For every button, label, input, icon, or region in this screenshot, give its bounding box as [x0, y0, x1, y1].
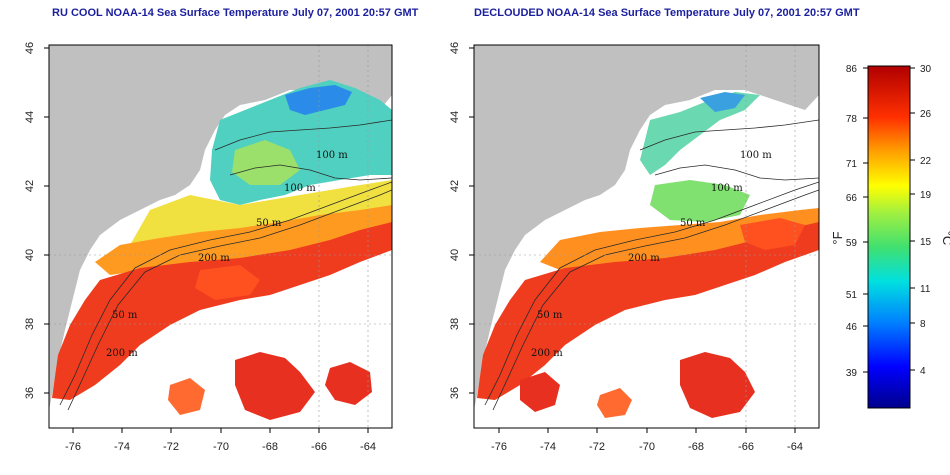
x-tick-label: -66	[311, 441, 327, 453]
left-south-warm-3	[168, 378, 205, 415]
x-tick-label: -68	[688, 441, 704, 453]
colorbar-fahrenheit-tick: 78	[846, 114, 858, 125]
colorbar-celsius-tick: 4	[920, 366, 926, 377]
left-gulf-stream	[52, 222, 392, 400]
left-eddy-warm	[195, 265, 260, 300]
right-contour-label: 200 m	[628, 253, 660, 264]
left-x-axis: -76 -74 -72 -70 -68 -66 -64	[65, 428, 376, 453]
right-x-axis: -76 -74 -72 -70 -68 -66 -64	[491, 428, 803, 453]
left-south-warm-2	[325, 362, 372, 405]
y-tick-label: 42	[24, 180, 36, 192]
x-tick-label: -72	[163, 441, 179, 453]
colorbar-celsius-tick: 30	[920, 64, 932, 75]
left-contour-label: 200 m	[198, 253, 230, 264]
colorbar-fahrenheit-tick: 46	[846, 322, 858, 333]
colorbar-fahrenheit-unit: °F	[830, 231, 845, 244]
right-cold-core	[700, 92, 745, 112]
x-tick-label: -76	[65, 441, 81, 453]
colorbar-fahrenheit-tick: 66	[846, 193, 858, 204]
right-contour-label: 100 m	[711, 183, 743, 194]
right-depth-contours	[484, 119, 819, 411]
x-tick-label: -74	[540, 441, 556, 453]
y-tick-label: 46	[24, 42, 36, 54]
right-south-warm-3	[597, 388, 632, 418]
y-tick-label: 46	[449, 42, 461, 54]
x-tick-label: -66	[738, 441, 754, 453]
right-y-axis: 36 38 40 42 44 46	[449, 42, 474, 399]
right-contour-label: 200 m	[531, 348, 563, 359]
left-cold-core	[285, 85, 352, 115]
colorbar-fahrenheit-tick: 59	[846, 238, 858, 249]
right-contour-label: 50 m	[680, 218, 706, 229]
x-tick-label: -74	[114, 441, 130, 453]
x-tick-label: -70	[213, 441, 229, 453]
y-tick-label: 44	[24, 111, 36, 123]
x-tick-label: -64	[787, 441, 803, 453]
left-grid	[49, 45, 392, 428]
left-contour-label: 100 m	[284, 183, 316, 194]
left-land	[49, 45, 392, 410]
colorbar-fahrenheit-tick: 51	[846, 290, 858, 301]
colorbar-celsius-tick: 11	[920, 284, 931, 295]
right-eddy-warm	[740, 218, 805, 250]
colorbar-fahrenheit-tick: 39	[846, 368, 858, 379]
left-y-axis: 36 38 40 42 44 46	[24, 42, 49, 399]
right-grid	[474, 45, 819, 428]
y-tick-label: 44	[449, 111, 461, 123]
right-gulf-stream	[477, 222, 819, 400]
left-contour-label: 50 m	[112, 310, 138, 321]
x-tick-label: -76	[491, 441, 507, 453]
y-tick-label: 38	[24, 318, 36, 330]
left-contour-label: 50 m	[256, 218, 282, 229]
y-tick-label: 36	[449, 387, 461, 399]
left-contour-label: 200 m	[106, 348, 138, 359]
y-tick-label: 40	[449, 249, 461, 261]
left-contour-label: 100 m	[316, 150, 348, 161]
x-tick-label: -64	[360, 441, 376, 453]
colorbar-fahrenheit-tick: 71	[846, 159, 858, 170]
colorbar-gradient	[867, 65, 911, 409]
right-south-warm	[680, 352, 755, 418]
colorbar: 86 78 71 66 59 51 46 39 30 26 22 19 15 1…	[830, 64, 950, 409]
y-tick-label: 42	[449, 180, 461, 192]
x-tick-label: -68	[262, 441, 278, 453]
x-tick-label: -70	[639, 441, 655, 453]
right-contour-label: 100 m	[740, 150, 772, 161]
y-tick-label: 38	[449, 318, 461, 330]
colorbar-celsius-unit: °C	[940, 231, 950, 246]
colorbar-celsius-tick: 22	[920, 156, 932, 167]
right-cool-patch	[650, 180, 750, 222]
left-cool-patch	[232, 140, 300, 185]
left-shelf-yellow	[130, 180, 392, 245]
right-map: 100 m 100 m 50 m 200 m 50 m 200 m -76 -7…	[449, 42, 820, 453]
colorbar-celsius-tick: 15	[920, 237, 932, 248]
right-contour-label: 50 m	[537, 310, 563, 321]
right-map-title: DECLOUDED NOAA-14 Sea Surface Temperatur…	[474, 7, 860, 19]
left-slope-orange	[95, 205, 392, 275]
y-tick-label: 40	[24, 249, 36, 261]
y-tick-label: 36	[24, 387, 36, 399]
colorbar-celsius-tick: 19	[920, 190, 932, 201]
colorbar-celsius-tick: 26	[920, 109, 932, 120]
right-land	[474, 45, 819, 410]
right-gulf-of-maine-water	[640, 92, 760, 175]
x-tick-label: -72	[589, 441, 605, 453]
colorbar-fahrenheit-tick: 86	[846, 64, 858, 75]
left-map: 100 m 100 m 50 m 200 m 50 m 200 m -76 -7…	[24, 42, 393, 453]
left-depth-contours	[59, 119, 392, 411]
right-south-warm-2	[520, 372, 560, 412]
left-map-title: RU COOL NOAA-14 Sea Surface Temperature …	[52, 7, 419, 19]
left-south-warm	[235, 352, 315, 420]
colorbar-celsius-tick: 8	[920, 319, 926, 330]
